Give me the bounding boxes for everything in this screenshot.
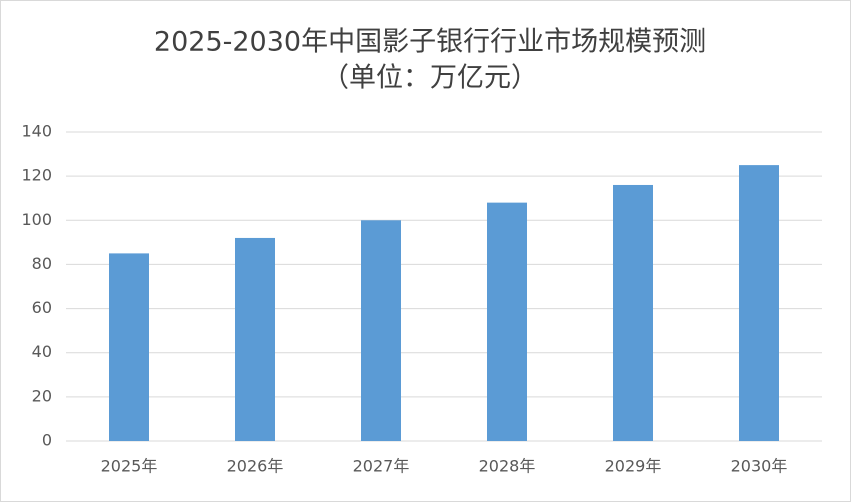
chart-title: 2025-2030年中国影子银行行业市场规模预测 <box>154 27 706 58</box>
bar <box>487 202 527 441</box>
bar <box>235 237 275 441</box>
x-tick-label: 2026年 <box>227 457 284 476</box>
y-tick-label: 20 <box>32 386 52 405</box>
y-tick-label: 0 <box>42 431 52 450</box>
x-tick-label: 2028年 <box>479 457 536 476</box>
bar <box>109 253 149 441</box>
bar <box>361 220 401 441</box>
bar <box>739 165 779 441</box>
x-tick-label: 2025年 <box>101 457 158 476</box>
y-tick-label: 40 <box>32 342 52 361</box>
y-tick-label: 80 <box>32 254 52 273</box>
y-tick-label: 120 <box>21 166 52 185</box>
x-tick-label: 2029年 <box>605 457 662 476</box>
y-tick-label: 100 <box>21 210 52 229</box>
bar <box>613 184 653 441</box>
chart-subtitle: （单位：万亿元） <box>322 63 538 94</box>
x-tick-label: 2030年 <box>731 457 788 476</box>
y-tick-label: 140 <box>21 122 52 141</box>
y-tick-label: 60 <box>32 298 52 317</box>
x-tick-label: 2027年 <box>353 457 410 476</box>
